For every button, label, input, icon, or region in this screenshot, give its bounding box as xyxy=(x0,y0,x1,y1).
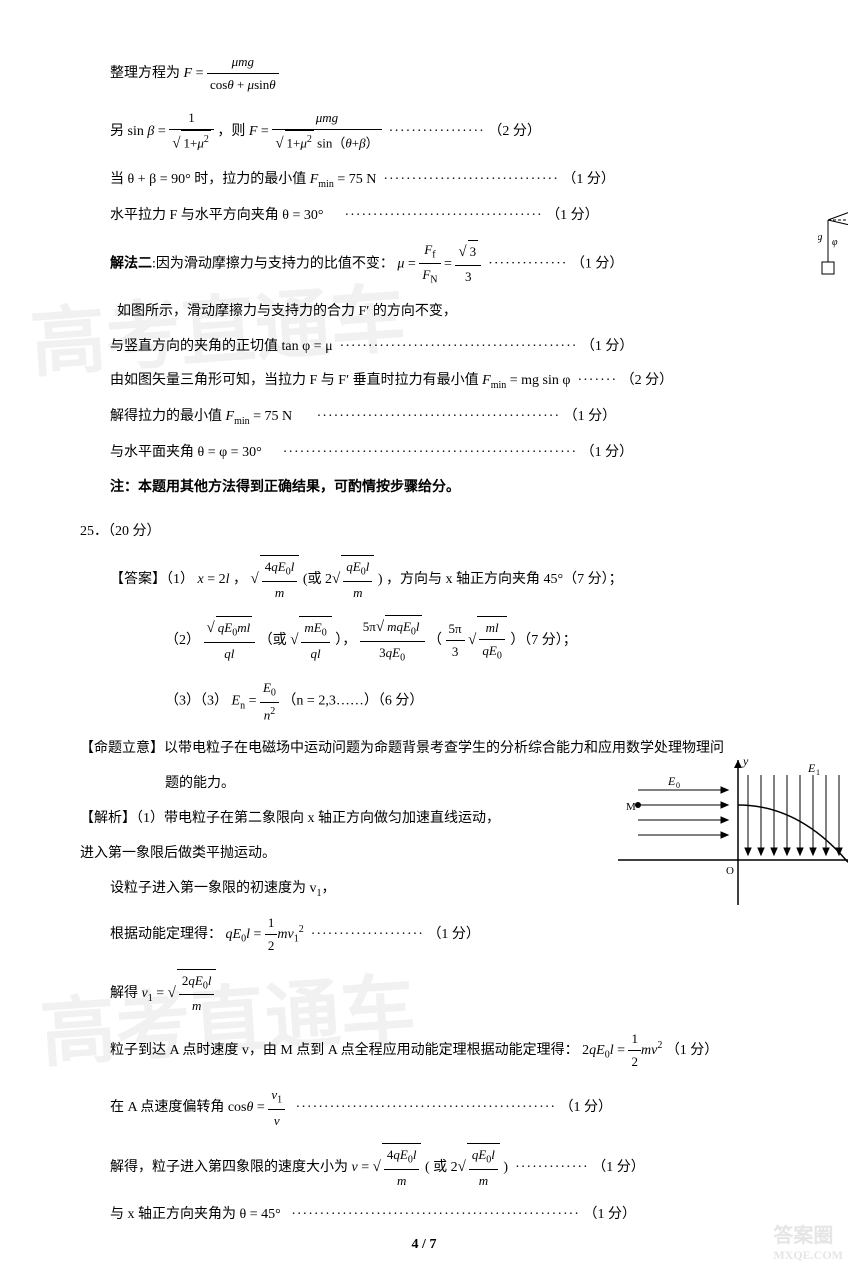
text: ，方向与 x 轴正方向夹角 45°（7 分）； xyxy=(386,573,623,588)
dots: ···················· xyxy=(311,927,424,942)
dots: ········································… xyxy=(340,339,578,354)
text: = mg sin φ xyxy=(506,373,570,388)
text: 粒子到达 A 点时速度 v，由 M 点到 A 点全程应用动能定理根据动能定理得： xyxy=(110,1043,579,1058)
text: 与 x 轴正方向夹角为 θ = 45° xyxy=(110,1207,281,1222)
answer-label: 【答案】（1） xyxy=(110,573,194,588)
dots: ··································· xyxy=(345,208,543,223)
text: （ xyxy=(428,633,442,648)
text: （1）带电粒子在第二象限向 x 轴正方向做匀加速直线运动， xyxy=(136,811,500,826)
score: （2 分） xyxy=(488,124,541,139)
text: 当 θ + β = 90° 时，拉力的最小值 xyxy=(110,172,310,187)
score: （1 分） xyxy=(564,409,617,424)
dots: ········································… xyxy=(296,1100,556,1115)
equation-line: 另 sin β = 1√1+μ2 ，则 F = μmg√1+μ2 sin（θ+β… xyxy=(110,107,758,157)
equation-line: 解得 v1 = √2qE0lm xyxy=(110,969,758,1018)
score: （1 分） xyxy=(571,256,624,271)
text: 另 sin xyxy=(110,124,147,139)
equation-line: 根据动能定理得： qE0l = 12mv12 ·················… xyxy=(110,912,758,957)
dots: ······· xyxy=(577,373,617,388)
text: 解得拉力的最小值 xyxy=(110,409,226,424)
text-line: 设粒子进入第一象限的初速度为 v1， xyxy=(110,877,758,902)
text: 根据动能定理得： xyxy=(110,927,222,942)
dots: ·············· xyxy=(488,256,567,271)
text-line: 进入第一象限后做类平抛运动。 xyxy=(80,842,758,866)
answer-line: （3）（3） En = E0n2 （n = 2,3……）（6 分） xyxy=(165,677,758,726)
svg-text:mg: mg xyxy=(818,231,823,243)
force-vector-diagram: F F′ mg φ φ xyxy=(818,190,848,280)
score: （1 分） xyxy=(592,1160,645,1175)
page-number: 4 / 7 xyxy=(412,1237,437,1253)
score: （1 分） xyxy=(427,927,480,942)
score: （1 分） xyxy=(581,339,634,354)
corner-watermark: 答案圈 MXQE.COM xyxy=(773,1219,843,1263)
equation-line: 整理方程为 F = μmgcosθ + μsinθ xyxy=(110,51,758,96)
method-label: 解法二 xyxy=(110,256,152,271)
intent-label: 【命题立意】 xyxy=(80,741,164,756)
text: ) xyxy=(503,1160,508,1175)
text: 由如图矢量三角形可知，当拉力 F 与 F′ 垂直时拉力有最小值 xyxy=(110,373,482,388)
score: （1 分） xyxy=(560,1100,613,1115)
svg-text:O: O xyxy=(726,865,734,877)
analysis-line: 【解析】（1）带电粒子在第二象限向 x 轴正方向做匀加速直线运动， xyxy=(80,807,758,831)
text-line: 与水平面夹角 θ = φ = 30° ·····················… xyxy=(110,441,758,465)
text: 与水平面夹角 θ = φ = 30° xyxy=(110,445,262,460)
svg-text:0: 0 xyxy=(676,781,680,790)
text-line: 粒子到达 A 点时速度 v，由 M 点到 A 点全程应用动能定理根据动能定理得：… xyxy=(110,1028,758,1073)
text: 水平拉力 F 与水平方向夹角 θ = 30° xyxy=(110,208,324,223)
svg-text:y: y xyxy=(742,754,749,768)
text: 如图所示，滑动摩擦力与支持力的合力 F′ 的方向不变， xyxy=(117,304,457,319)
text-line: 与 x 轴正方向夹角为 θ = 45° ····················… xyxy=(110,1203,758,1227)
score: （1 分） xyxy=(581,445,634,460)
text-line: 如图所示，滑动摩擦力与支持力的合力 F′ 的方向不变， xyxy=(110,300,758,324)
dots: ······························· xyxy=(383,172,559,187)
score: （1 分） xyxy=(583,1207,636,1222)
answer-line: 【答案】（1） x = 2l ， √4qE0lm (或 2√qE0lm ) ，方… xyxy=(110,555,758,604)
dots: ········································… xyxy=(291,1207,580,1222)
text-line: 与竖直方向的夹角的正切值 tan φ = μ ·················… xyxy=(110,335,758,359)
text: :因为滑动摩擦力与支持力的比值不变： xyxy=(152,256,394,271)
text: ( 或 xyxy=(425,1160,451,1175)
equation-line: 解得，粒子进入第四象限的速度大小为 v = √4qE0lm ( 或 2√qE0l… xyxy=(110,1143,758,1192)
text: 解得 xyxy=(110,986,142,1001)
score: （1 分） xyxy=(562,172,615,187)
score: （1 分） xyxy=(546,208,599,223)
svg-text:E: E xyxy=(807,761,816,775)
text: ，则 xyxy=(217,124,249,139)
analysis-label: 【解析】 xyxy=(80,811,136,826)
text: 设粒子进入第一象限的初速度为 v xyxy=(110,881,317,896)
text: = 75 N xyxy=(250,409,293,424)
score: （1 分） xyxy=(666,1043,719,1058)
text-line: 解得拉力的最小值 Fmin = 75 N ···················… xyxy=(110,405,758,430)
text: 与竖直方向的夹角的正切值 tan φ = μ xyxy=(110,339,333,354)
dots: ········································… xyxy=(283,445,577,460)
text: 解得，粒子进入第四象限的速度大小为 xyxy=(110,1160,352,1175)
text-line: 由如图矢量三角形可知，当拉力 F 与 F′ 垂直时拉力有最小值 Fmin = m… xyxy=(110,369,758,394)
note-line: 注：本题用其他方法得到正确结果，可酌情按步骤给分。 xyxy=(110,476,758,500)
text: （2） xyxy=(165,633,200,648)
text: （n = 2,3……）（6 分） xyxy=(282,694,423,709)
score: （2 分） xyxy=(621,373,674,388)
text: 在 A 点速度偏转角 xyxy=(110,1100,228,1115)
svg-text:1: 1 xyxy=(816,768,820,777)
question-header: 25．（20 分） xyxy=(80,520,758,544)
text-line: 当 θ + β = 90° 时，拉力的最小值 Fmin = 75 N ·····… xyxy=(110,168,758,193)
answer-line: （2） √qE0mlql （或 √mE0ql ）， 5π√mqE0l3qE0 （… xyxy=(165,615,758,666)
svg-text:φ: φ xyxy=(832,237,838,248)
text-line: 解法二:因为滑动摩擦力与支持力的比值不变： μ = FfFN = √33 ···… xyxy=(110,239,758,289)
text: 整理方程为 xyxy=(110,66,184,81)
text: （3）（3） xyxy=(165,694,228,709)
equation-line: 在 A 点速度偏转角 cosθ = v1v ··················… xyxy=(110,1084,758,1132)
dots: ········································… xyxy=(317,409,560,424)
text-line: 水平拉力 F 与水平方向夹角 θ = 30° ·················… xyxy=(110,204,758,228)
svg-text:E: E xyxy=(667,774,676,788)
dots: ············· xyxy=(515,1160,589,1175)
text: = 75 N xyxy=(334,172,377,187)
text: ）， xyxy=(335,633,356,648)
dots: ················· xyxy=(389,124,485,139)
text: ）（7 分）； xyxy=(510,633,577,648)
text: （或 xyxy=(259,633,287,648)
